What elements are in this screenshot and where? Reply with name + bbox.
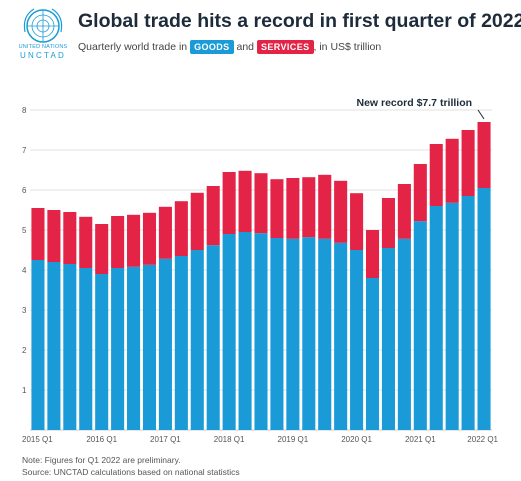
y-tick-label: 4 [22,266,27,275]
goods-legend-tag: GOODS [190,40,234,54]
goods-bar [445,202,459,430]
goods-bar [95,274,109,430]
services-bar [270,179,284,238]
services-bar [350,193,364,250]
goods-bar [31,260,45,430]
services-bar [190,192,204,250]
y-tick-label: 3 [22,306,27,315]
goods-bar [334,242,348,430]
x-tick-label: 2021 Q1 [405,435,436,444]
services-bar [397,184,411,239]
chart-source: Source: UNCTAD calculations based on nat… [22,467,240,477]
goods-bar [142,264,157,430]
services-bar [429,144,443,206]
goods-bar [270,238,284,430]
annotation-arrow [477,109,485,120]
goods-bar [158,258,172,430]
services-legend-tag: SERVICES [256,40,314,54]
x-tick-label: 2015 Q1 [22,435,53,444]
goods-bar [47,262,61,430]
services-bar [222,172,236,234]
stacked-bar-chart: 1 2 3 4 5 6 7 8 2015 Q1 2016 Q1 2017 Q1 2018 Q1 2019… [22,97,499,444]
services-bar [174,201,188,256]
services-bar [31,208,45,260]
y-tick-label: 2 [22,346,27,355]
goods-bar [477,188,491,430]
y-tick-label: 5 [22,226,27,235]
goods-bar [174,256,188,430]
subtitle-and: and [236,41,255,53]
services-bar [318,174,332,239]
goods-bar [190,250,204,430]
record-annotation: New record $7.7 trillion [356,97,472,109]
goods-bar [381,248,395,430]
goods-bar [397,238,411,430]
services-bar [381,198,395,248]
services-bar [127,214,141,267]
goods-bar [111,268,125,430]
services-bar [79,216,93,268]
y-tick-label: 6 [22,186,27,195]
x-tick-label: 2019 Q1 [278,435,309,444]
goods-bar [127,266,141,430]
un-logo-icon [23,8,63,43]
goods-bar [254,233,268,430]
subtitle-suffix: , in US$ trillion [313,41,382,53]
x-tick-label: 2017 Q1 [150,435,181,444]
services-bar [254,173,268,234]
logo-text-unctad: UNCTAD [20,51,66,60]
services-bar [302,177,316,238]
subtitle-prefix: Quarterly world trade in [78,41,188,53]
y-tick-label: 7 [22,146,27,155]
goods-bar [350,250,364,430]
y-tick-label: 8 [22,106,27,115]
goods-bar [79,268,93,430]
services-bar [461,130,475,196]
services-bar [142,212,157,265]
goods-bar [238,232,252,430]
chart-title: Global trade hits a record in first quar… [78,10,521,32]
services-bar [206,186,220,246]
goods-bar [302,237,316,430]
goods-bar [413,221,427,430]
x-tick-label: 2022 Q1 [467,435,498,444]
services-bar [413,164,427,222]
services-bar [95,224,109,274]
goods-bar [365,278,380,430]
services-bar [286,178,300,239]
goods-bar [63,264,77,430]
services-bar [477,122,491,188]
logo-text-un: UNITED NATIONS [18,44,68,50]
services-bar [111,216,125,268]
goods-bar [286,238,300,430]
services-bar [63,212,77,264]
x-tick-label: 2018 Q1 [214,435,245,444]
goods-bar [222,234,236,430]
services-bar [445,138,459,203]
services-bar [238,170,252,232]
x-tick-label: 2016 Q1 [86,435,117,444]
y-tick-label: 1 [22,386,27,395]
goods-bar [461,196,475,430]
goods-bar [318,238,332,430]
services-bar [158,206,172,259]
chart-note: Note: Figures for Q1 2022 are preliminar… [22,455,181,465]
x-tick-label: 2020 Q1 [341,435,372,444]
services-bar [365,230,380,278]
services-bar [47,210,61,262]
chart-subtitle: Quarterly world trade in GOODS and SERVI… [78,40,381,54]
goods-bar [429,206,443,430]
services-bar [334,180,348,243]
goods-bar [206,245,220,430]
